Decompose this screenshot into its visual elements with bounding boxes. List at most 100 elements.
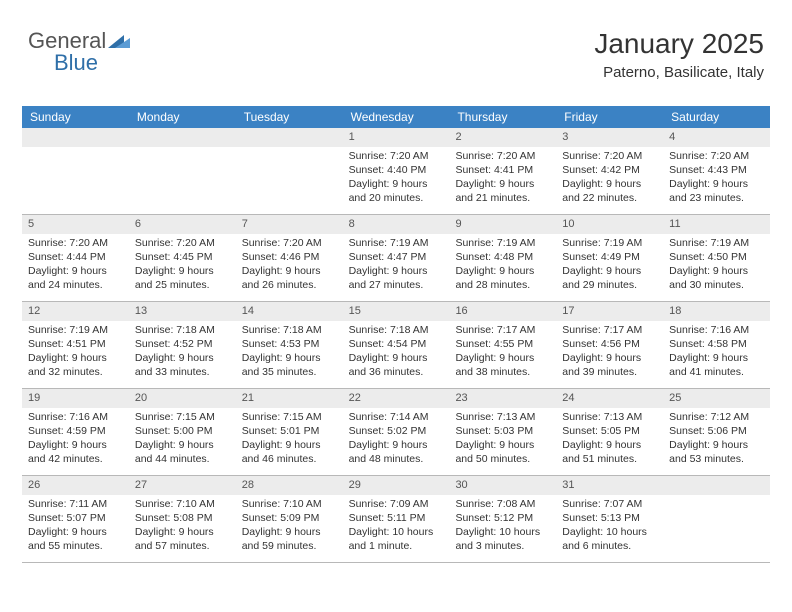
daylight-text: Daylight: 9 hours and 29 minutes. [562, 264, 657, 292]
day-cell: 22Sunrise: 7:14 AMSunset: 5:02 PMDayligh… [343, 389, 450, 475]
day-number: 19 [22, 389, 129, 408]
day-number: 18 [663, 302, 770, 321]
day-number: 29 [343, 476, 450, 495]
day-cell: 17Sunrise: 7:17 AMSunset: 4:56 PMDayligh… [556, 302, 663, 388]
week-row: 5Sunrise: 7:20 AMSunset: 4:44 PMDaylight… [22, 215, 770, 302]
day-number [22, 128, 129, 147]
sunrise-text: Sunrise: 7:20 AM [455, 149, 550, 163]
sunset-text: Sunset: 4:54 PM [349, 337, 444, 351]
day-number: 7 [236, 215, 343, 234]
daylight-text: Daylight: 9 hours and 53 minutes. [669, 438, 764, 466]
day-header-tue: Tuesday [236, 106, 343, 128]
day-body: Sunrise: 7:19 AMSunset: 4:51 PMDaylight:… [22, 321, 129, 386]
day-number: 22 [343, 389, 450, 408]
week-row: 1Sunrise: 7:20 AMSunset: 4:40 PMDaylight… [22, 128, 770, 215]
day-cell: 29Sunrise: 7:09 AMSunset: 5:11 PMDayligh… [343, 476, 450, 562]
sunset-text: Sunset: 4:45 PM [135, 250, 230, 264]
day-body: Sunrise: 7:20 AMSunset: 4:43 PMDaylight:… [663, 147, 770, 212]
day-cell: 1Sunrise: 7:20 AMSunset: 4:40 PMDaylight… [343, 128, 450, 214]
day-body: Sunrise: 7:19 AMSunset: 4:48 PMDaylight:… [449, 234, 556, 299]
sunset-text: Sunset: 4:47 PM [349, 250, 444, 264]
daylight-text: Daylight: 9 hours and 33 minutes. [135, 351, 230, 379]
day-cell [22, 128, 129, 214]
daylight-text: Daylight: 9 hours and 24 minutes. [28, 264, 123, 292]
sunset-text: Sunset: 4:52 PM [135, 337, 230, 351]
sunrise-text: Sunrise: 7:16 AM [669, 323, 764, 337]
sunset-text: Sunset: 5:05 PM [562, 424, 657, 438]
day-header-mon: Monday [129, 106, 236, 128]
month-title: January 2025 [594, 28, 764, 60]
day-cell: 21Sunrise: 7:15 AMSunset: 5:01 PMDayligh… [236, 389, 343, 475]
day-body: Sunrise: 7:08 AMSunset: 5:12 PMDaylight:… [449, 495, 556, 560]
sunrise-text: Sunrise: 7:18 AM [242, 323, 337, 337]
daylight-text: Daylight: 9 hours and 44 minutes. [135, 438, 230, 466]
day-body: Sunrise: 7:20 AMSunset: 4:40 PMDaylight:… [343, 147, 450, 212]
week-row: 26Sunrise: 7:11 AMSunset: 5:07 PMDayligh… [22, 476, 770, 563]
day-body: Sunrise: 7:20 AMSunset: 4:46 PMDaylight:… [236, 234, 343, 299]
day-number: 8 [343, 215, 450, 234]
sunrise-text: Sunrise: 7:15 AM [242, 410, 337, 424]
day-cell [129, 128, 236, 214]
day-number: 26 [22, 476, 129, 495]
day-cell [236, 128, 343, 214]
sunrise-text: Sunrise: 7:19 AM [562, 236, 657, 250]
day-number: 3 [556, 128, 663, 147]
day-cell: 3Sunrise: 7:20 AMSunset: 4:42 PMDaylight… [556, 128, 663, 214]
day-cell: 27Sunrise: 7:10 AMSunset: 5:08 PMDayligh… [129, 476, 236, 562]
day-number: 2 [449, 128, 556, 147]
daylight-text: Daylight: 9 hours and 38 minutes. [455, 351, 550, 379]
sunset-text: Sunset: 4:50 PM [669, 250, 764, 264]
sunset-text: Sunset: 4:44 PM [28, 250, 123, 264]
sunrise-text: Sunrise: 7:20 AM [28, 236, 123, 250]
daylight-text: Daylight: 9 hours and 21 minutes. [455, 177, 550, 205]
daylight-text: Daylight: 9 hours and 41 minutes. [669, 351, 764, 379]
day-cell: 16Sunrise: 7:17 AMSunset: 4:55 PMDayligh… [449, 302, 556, 388]
day-number: 15 [343, 302, 450, 321]
daylight-text: Daylight: 9 hours and 28 minutes. [455, 264, 550, 292]
day-number: 1 [343, 128, 450, 147]
sunrise-text: Sunrise: 7:07 AM [562, 497, 657, 511]
day-number: 6 [129, 215, 236, 234]
day-body: Sunrise: 7:13 AMSunset: 5:03 PMDaylight:… [449, 408, 556, 473]
sunset-text: Sunset: 4:42 PM [562, 163, 657, 177]
sunrise-text: Sunrise: 7:09 AM [349, 497, 444, 511]
sunset-text: Sunset: 4:49 PM [562, 250, 657, 264]
sunrise-text: Sunrise: 7:13 AM [562, 410, 657, 424]
daylight-text: Daylight: 9 hours and 46 minutes. [242, 438, 337, 466]
daylight-text: Daylight: 9 hours and 22 minutes. [562, 177, 657, 205]
day-number: 13 [129, 302, 236, 321]
day-cell: 25Sunrise: 7:12 AMSunset: 5:06 PMDayligh… [663, 389, 770, 475]
day-cell: 30Sunrise: 7:08 AMSunset: 5:12 PMDayligh… [449, 476, 556, 562]
sunset-text: Sunset: 5:00 PM [135, 424, 230, 438]
logo-triangle-icon [108, 28, 130, 54]
daylight-text: Daylight: 9 hours and 39 minutes. [562, 351, 657, 379]
day-body: Sunrise: 7:11 AMSunset: 5:07 PMDaylight:… [22, 495, 129, 560]
sunrise-text: Sunrise: 7:10 AM [135, 497, 230, 511]
day-cell: 12Sunrise: 7:19 AMSunset: 4:51 PMDayligh… [22, 302, 129, 388]
sunrise-text: Sunrise: 7:20 AM [242, 236, 337, 250]
daylight-text: Daylight: 9 hours and 57 minutes. [135, 525, 230, 553]
day-body: Sunrise: 7:18 AMSunset: 4:54 PMDaylight:… [343, 321, 450, 386]
day-cell: 6Sunrise: 7:20 AMSunset: 4:45 PMDaylight… [129, 215, 236, 301]
sunrise-text: Sunrise: 7:19 AM [28, 323, 123, 337]
sunrise-text: Sunrise: 7:13 AM [455, 410, 550, 424]
location-label: Paterno, Basilicate, Italy [594, 64, 764, 81]
day-cell: 31Sunrise: 7:07 AMSunset: 5:13 PMDayligh… [556, 476, 663, 562]
day-cell: 15Sunrise: 7:18 AMSunset: 4:54 PMDayligh… [343, 302, 450, 388]
day-header-row: Sunday Monday Tuesday Wednesday Thursday… [22, 106, 770, 128]
daylight-text: Daylight: 9 hours and 55 minutes. [28, 525, 123, 553]
day-cell: 7Sunrise: 7:20 AMSunset: 4:46 PMDaylight… [236, 215, 343, 301]
day-number: 16 [449, 302, 556, 321]
sunrise-text: Sunrise: 7:20 AM [669, 149, 764, 163]
day-number: 11 [663, 215, 770, 234]
day-cell: 28Sunrise: 7:10 AMSunset: 5:09 PMDayligh… [236, 476, 343, 562]
daylight-text: Daylight: 9 hours and 51 minutes. [562, 438, 657, 466]
day-number: 28 [236, 476, 343, 495]
day-body: Sunrise: 7:16 AMSunset: 4:58 PMDaylight:… [663, 321, 770, 386]
day-cell: 24Sunrise: 7:13 AMSunset: 5:05 PMDayligh… [556, 389, 663, 475]
daylight-text: Daylight: 10 hours and 6 minutes. [562, 525, 657, 553]
daylight-text: Daylight: 9 hours and 35 minutes. [242, 351, 337, 379]
sunrise-text: Sunrise: 7:11 AM [28, 497, 123, 511]
day-body: Sunrise: 7:10 AMSunset: 5:09 PMDaylight:… [236, 495, 343, 560]
day-cell: 14Sunrise: 7:18 AMSunset: 4:53 PMDayligh… [236, 302, 343, 388]
